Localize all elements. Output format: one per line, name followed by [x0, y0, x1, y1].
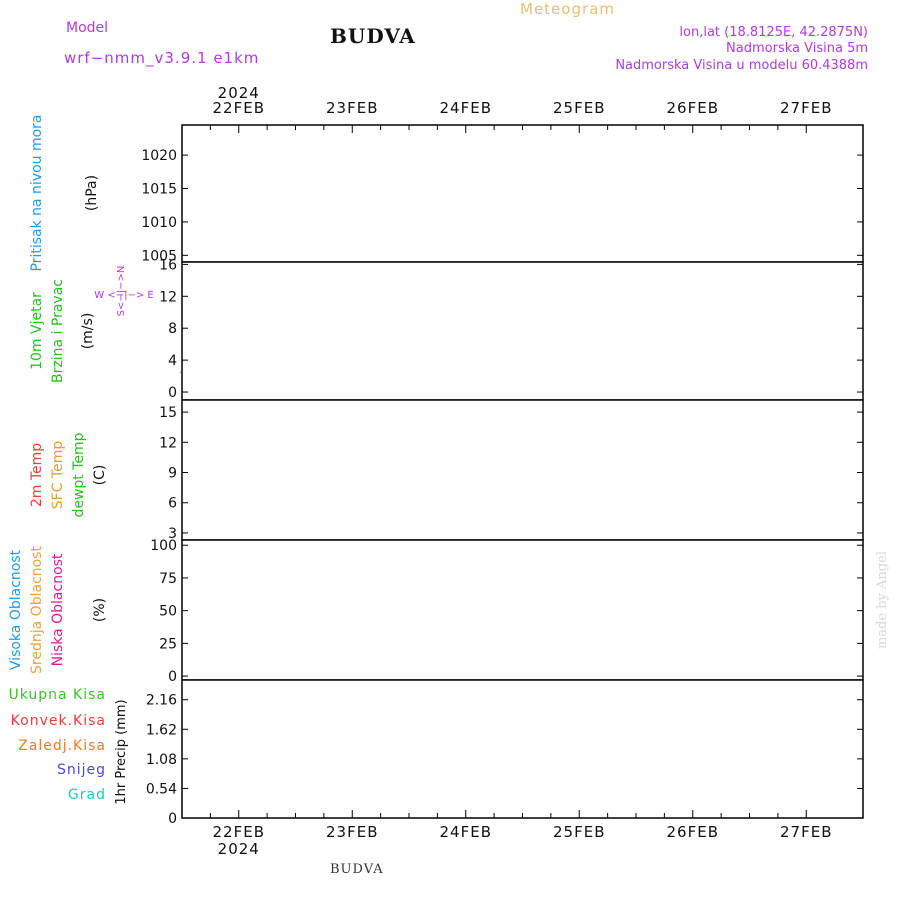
- precip-tick-label: 1.08: [146, 752, 177, 768]
- panel-frame-1: [181, 124, 864, 263]
- precip-tick-label: 2.16: [146, 693, 177, 709]
- wind-tick-label: 8: [168, 321, 177, 337]
- wind-label: 10m Vjetar: [29, 292, 45, 370]
- precip-tick-label: 0.54: [146, 781, 177, 797]
- cloud-tick-label: 75: [159, 571, 177, 587]
- cloud-mid-label: Srednja Oblacnost: [29, 546, 45, 674]
- bottom-day-label: 27FEB: [780, 823, 832, 841]
- top-day-label: 26FEB: [667, 99, 719, 117]
- wind-direction-legend-sn: S<−|−>N: [116, 266, 127, 317]
- cloud-high-label: Visoka Oblacnost: [8, 549, 24, 670]
- panel-frame-2: [181, 261, 864, 401]
- elevation-label: Nadmorska Visina 5m: [726, 41, 868, 56]
- bottom-day-label: 25FEB: [553, 823, 605, 841]
- footer-station: BUDVA: [330, 862, 384, 877]
- precip-tick-label: 0: [168, 811, 177, 827]
- temp-unit-label: (C): [92, 465, 108, 486]
- cloud-unit-label: (%): [92, 598, 108, 622]
- precip-legend-2: Konvek.Kisa: [11, 713, 106, 729]
- bottom-day-label: 22FEB: [213, 823, 265, 841]
- precip-unit-label: 1hr Precip (mm): [114, 699, 129, 804]
- bottom-year-label: 2024: [218, 840, 260, 858]
- precip-legend-1: Ukupna Kisa: [8, 687, 106, 703]
- temp-tick-label: 9: [168, 466, 177, 482]
- bottom-day-label: 26FEB: [667, 823, 719, 841]
- wind-direction-legend-we: W <−|−> E: [94, 290, 153, 301]
- top-day-label: 23FEB: [326, 99, 378, 117]
- bottom-day-label: 23FEB: [326, 823, 378, 841]
- wind-unit-label: (m/s): [80, 313, 96, 350]
- cloud-tick-label: 100: [150, 538, 177, 554]
- temp-tick-label: 6: [168, 496, 177, 512]
- precip-legend-3: Zaledj.Kisa: [18, 738, 106, 754]
- wind-tick-label: 16: [159, 257, 177, 273]
- temp-sfc-label: SFC Temp: [50, 441, 66, 510]
- wind-tick-label: 4: [168, 353, 177, 369]
- panel-frame-3: [181, 399, 864, 541]
- precip-tick-label: 1.62: [146, 722, 177, 738]
- top-day-label: 22FEB: [213, 99, 265, 117]
- precip-legend-4: Snijeg: [57, 762, 106, 778]
- bottom-day-label: 24FEB: [440, 823, 492, 841]
- coords-label: lon,lat (18.8125E, 42.2875N): [679, 25, 868, 40]
- temp-dewpt-label: dewpt Temp: [71, 432, 87, 517]
- product-title: Meteogram: [520, 0, 615, 18]
- cloud-tick-label: 25: [159, 636, 177, 652]
- precip-legend-5: Grad: [68, 787, 106, 803]
- pressure-tick-label: 1010: [141, 215, 177, 231]
- pressure-tick-label: 1020: [141, 148, 177, 164]
- cloud-low-label: Niska Oblacnost: [50, 553, 66, 666]
- cloud-tick-label: 0: [168, 669, 177, 685]
- cloud-tick-label: 50: [159, 604, 177, 620]
- top-day-label: 25FEB: [553, 99, 605, 117]
- credit-watermark: made by Angel: [875, 551, 890, 649]
- wind-tick-label: 0: [168, 385, 177, 401]
- temp-tick-label: 3: [168, 526, 177, 542]
- model-name: wrf−nmm_v3.9.1 e1km: [64, 49, 260, 67]
- pressure-unit-label: (hPa): [84, 175, 100, 211]
- pressure-tick-label: 1005: [141, 248, 177, 264]
- model-label: Model: [66, 20, 109, 36]
- wind-tick-label: 12: [159, 289, 177, 305]
- temp-tick-label: 12: [159, 435, 177, 451]
- model-elevation-label: Nadmorska Visina u modelu 60.4388m: [615, 58, 868, 73]
- top-year-label: 2024: [218, 84, 260, 102]
- temp-tick-label: 15: [159, 405, 177, 421]
- pressure-label: Pritisak na nivou mora: [29, 114, 45, 271]
- temp-2m-label: 2m Temp: [29, 443, 45, 507]
- panel-frame-4: [181, 539, 864, 681]
- top-day-label: 24FEB: [440, 99, 492, 117]
- station-title: BUDVA: [330, 24, 416, 48]
- panel-frame-5: [181, 679, 864, 819]
- wind-label-2: Brzina i Pravac: [50, 279, 66, 383]
- pressure-tick-label: 1015: [141, 181, 177, 197]
- top-day-label: 27FEB: [780, 99, 832, 117]
